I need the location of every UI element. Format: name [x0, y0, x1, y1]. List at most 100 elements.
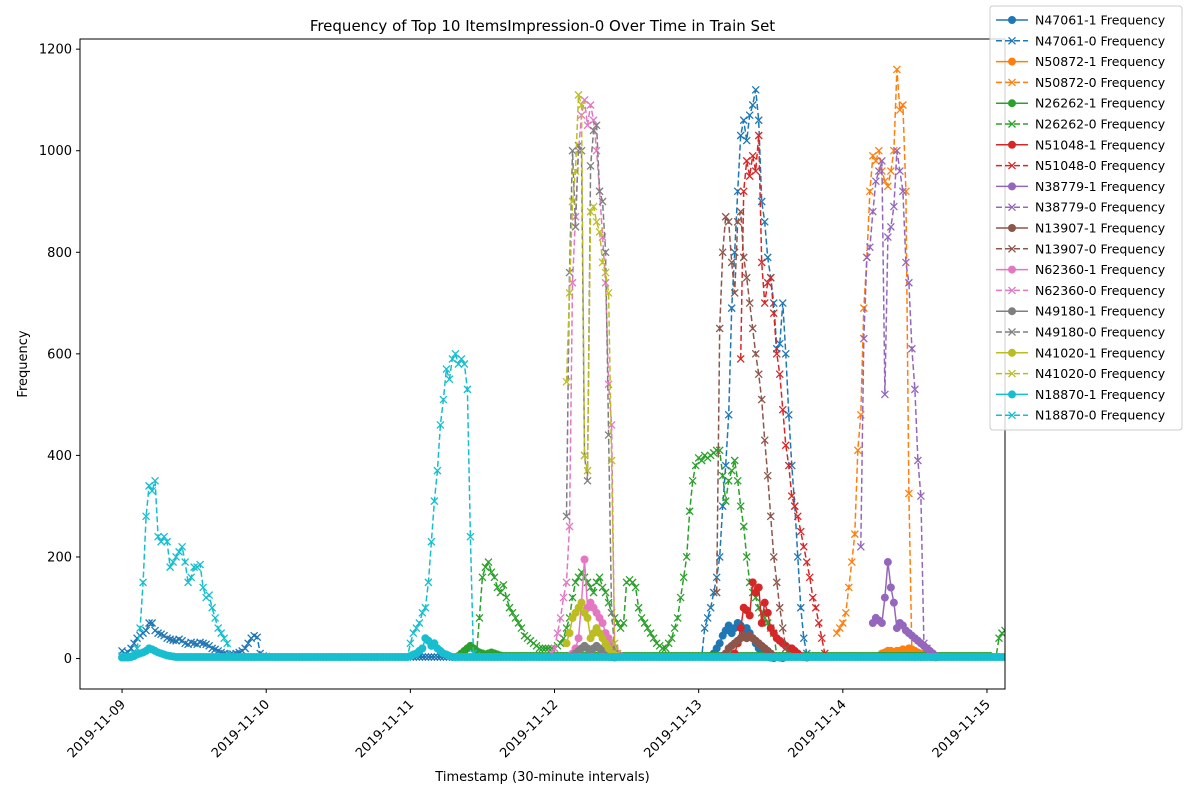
data-point	[907, 653, 916, 661]
data-point	[589, 588, 598, 597]
data-point	[244, 639, 253, 648]
data-point	[778, 405, 787, 414]
legend-label: N51048-0 Frequency	[1035, 158, 1166, 173]
data-point	[715, 639, 724, 648]
data-point	[448, 354, 457, 363]
data-point	[1035, 645, 1042, 652]
data-point	[874, 167, 883, 175]
data-point	[1020, 654, 1027, 661]
data-point	[595, 187, 604, 196]
data-point	[1026, 654, 1033, 661]
legend-marker	[1008, 286, 1016, 295]
data-point	[169, 636, 178, 645]
data-point	[712, 573, 721, 582]
y-tick-label: 400	[47, 449, 72, 464]
data-point	[634, 603, 643, 612]
data-point	[187, 573, 196, 582]
data-point	[886, 583, 895, 592]
data-point	[232, 653, 241, 661]
legend-item: N38779-0 Frequency	[996, 200, 1166, 215]
data-point	[592, 653, 601, 661]
data-point	[940, 653, 949, 661]
x-tick-label: 2019-11-12	[497, 697, 561, 761]
data-point	[697, 653, 706, 661]
data-point	[463, 385, 472, 394]
data-point	[736, 131, 745, 140]
data-point	[235, 653, 244, 661]
data-point	[859, 334, 868, 343]
data-point	[292, 653, 301, 661]
data-point	[616, 624, 625, 633]
data-point	[673, 613, 682, 622]
data-point	[427, 537, 436, 546]
series-line	[872, 561, 937, 657]
data-point	[974, 653, 982, 661]
data-point	[992, 653, 1000, 661]
legend: N47061-1 Frequency N47061-0 Frequency N508…	[989, 5, 1183, 431]
data-point	[895, 106, 904, 115]
data-point	[1001, 626, 1005, 635]
data-point	[373, 653, 382, 661]
data-point	[871, 653, 880, 661]
legend-item: N51048-0 Frequency	[996, 158, 1166, 173]
data-point	[409, 629, 418, 638]
legend-marker	[1008, 265, 1016, 274]
data-point	[652, 653, 661, 661]
data-point	[955, 653, 964, 661]
data-point	[1020, 632, 1027, 639]
data-point	[727, 304, 736, 313]
data-point	[487, 653, 496, 661]
data-point	[889, 653, 898, 661]
data-point	[832, 629, 841, 638]
data-point	[421, 603, 430, 612]
data-point	[511, 613, 520, 622]
data-point	[1023, 635, 1030, 642]
data-point	[424, 578, 433, 587]
data-point	[1004, 653, 1005, 661]
data-point	[850, 530, 859, 539]
data-point	[580, 555, 589, 564]
data-point	[862, 253, 871, 262]
data-point	[968, 653, 976, 661]
data-point	[772, 653, 781, 661]
series-n26262-0-frequency	[472, 446, 1042, 661]
data-point	[592, 217, 601, 226]
legend-marker	[1008, 57, 1016, 66]
data-point	[1008, 627, 1015, 634]
y-tick-label: 200	[47, 550, 72, 565]
data-point	[928, 653, 937, 661]
data-point	[619, 653, 628, 661]
legend-label: N50872-0 Frequency	[1035, 75, 1166, 90]
data-point	[913, 653, 922, 661]
data-point	[337, 653, 346, 661]
data-point	[430, 497, 439, 506]
data-point	[934, 653, 943, 661]
data-point	[859, 653, 868, 661]
data-point	[814, 653, 823, 661]
data-point	[760, 217, 769, 226]
data-point	[568, 146, 577, 155]
data-point	[394, 653, 403, 661]
data-point	[520, 653, 529, 661]
data-point	[850, 653, 859, 661]
data-point	[799, 634, 808, 643]
data-point	[913, 456, 922, 465]
data-point	[760, 598, 769, 607]
data-point	[781, 653, 790, 661]
data-point	[1023, 654, 1030, 661]
data-point	[883, 558, 892, 567]
data-point	[751, 167, 760, 175]
data-point	[550, 644, 559, 653]
data-point	[631, 583, 640, 592]
data-point	[769, 309, 778, 318]
data-point	[877, 653, 886, 661]
data-point	[265, 653, 274, 661]
data-point	[757, 258, 766, 267]
legend-item: N47061-0 Frequency	[996, 33, 1166, 48]
data-point	[877, 156, 886, 165]
chart-title: Frequency of Top 10 ItemsImpression-0 Ov…	[310, 17, 775, 35]
data-point	[1007, 653, 1015, 661]
data-point	[382, 653, 391, 661]
data-point	[1019, 653, 1027, 661]
data-point	[709, 653, 718, 661]
